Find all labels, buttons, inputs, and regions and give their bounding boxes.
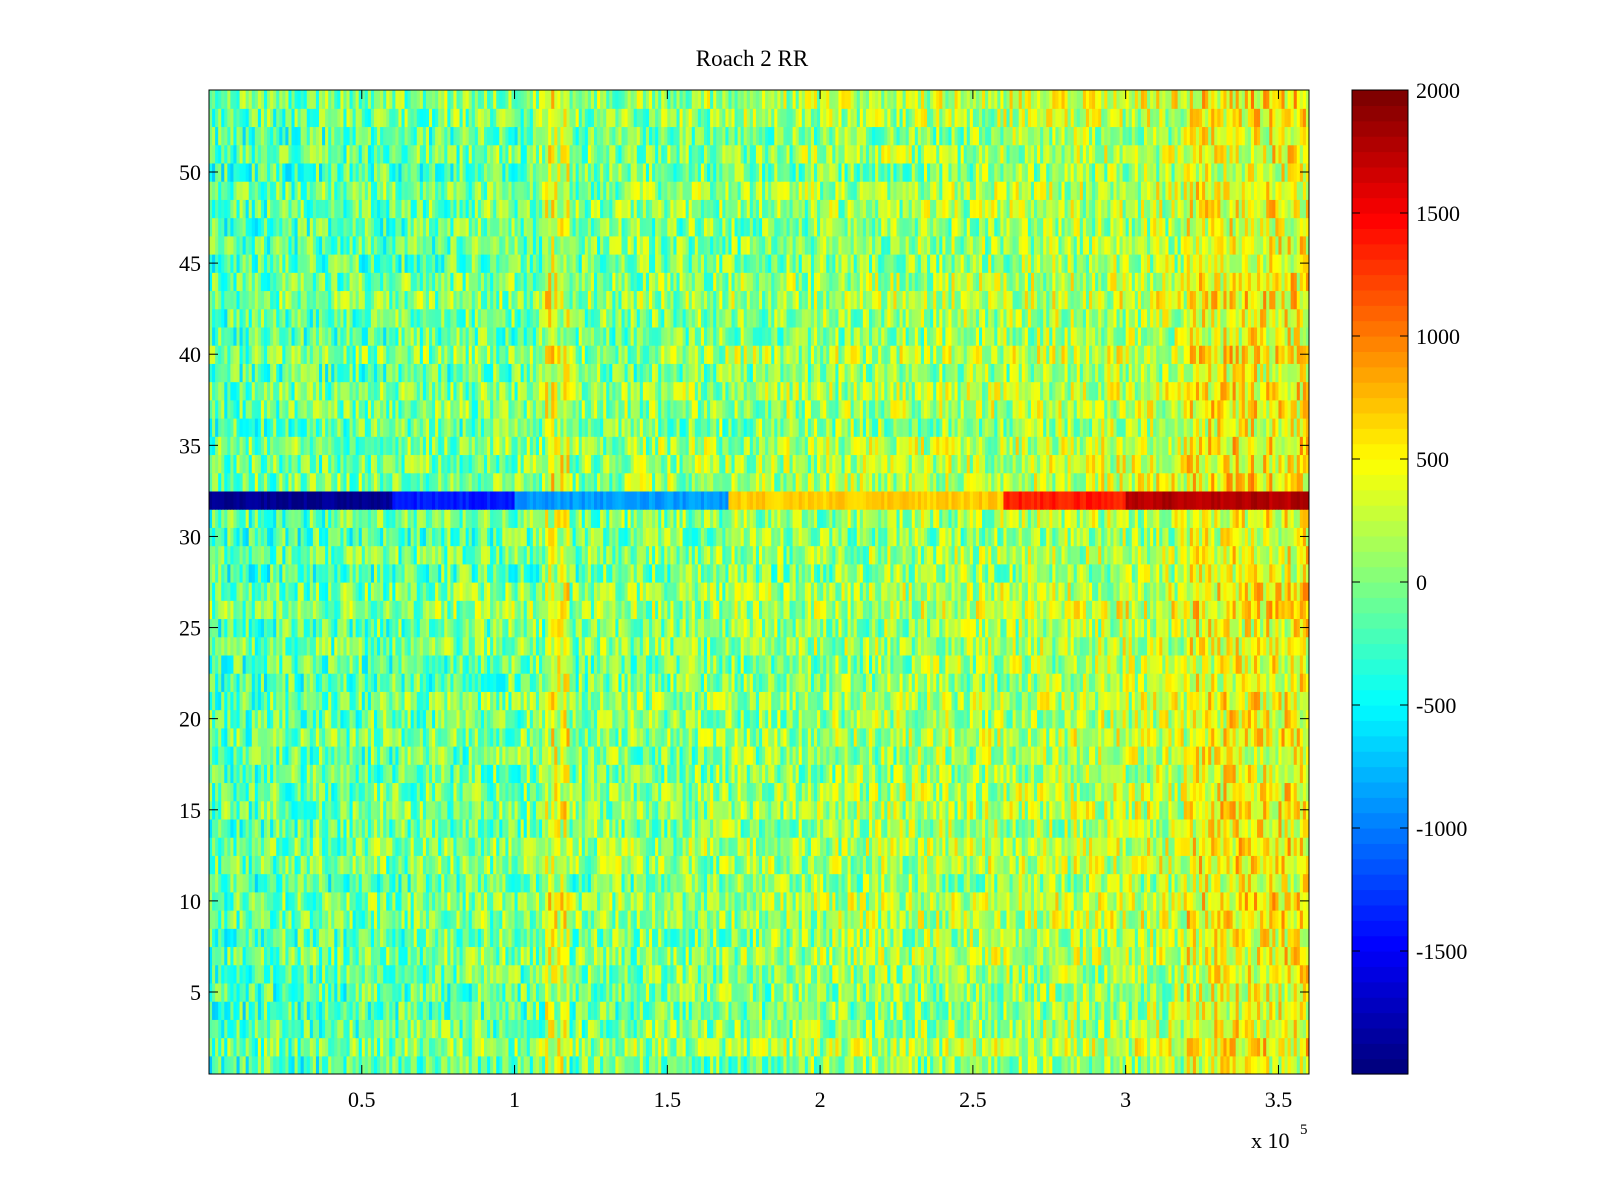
heatmap-cells	[209, 90, 1310, 1075]
chart-title: Roach 2 RR	[696, 46, 809, 71]
